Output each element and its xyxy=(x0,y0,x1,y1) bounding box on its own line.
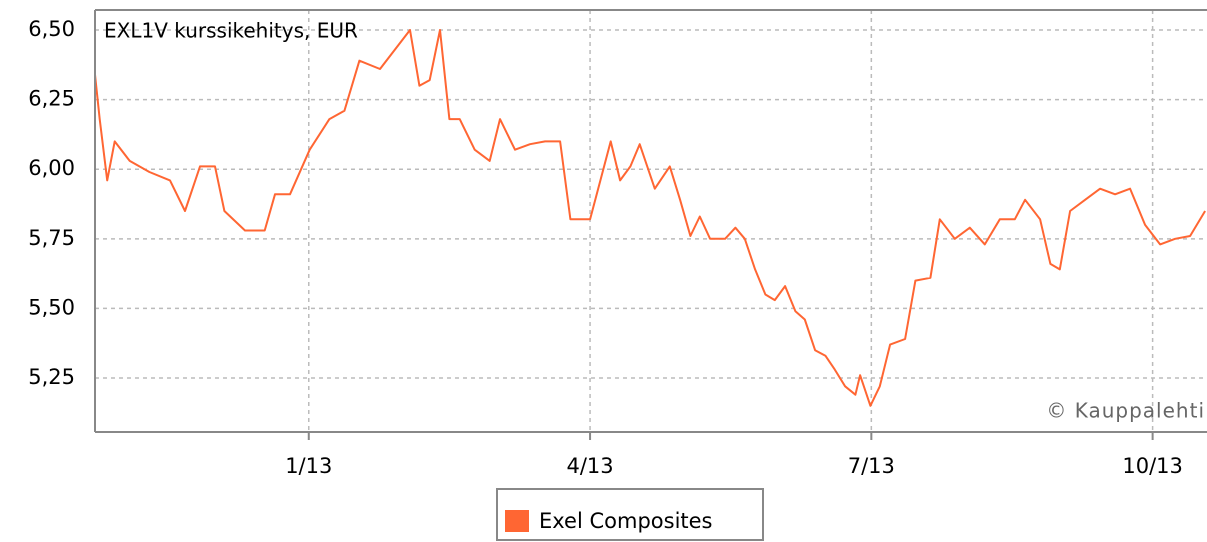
legend-box xyxy=(496,488,764,541)
grid-layer xyxy=(95,10,1207,432)
x-tick-label: 1/13 xyxy=(285,454,332,478)
legend-swatch xyxy=(505,510,529,532)
chart-title: EXL1V kurssikehitys, EUR xyxy=(104,19,358,43)
x-tick-label: 4/13 xyxy=(566,454,613,478)
y-tick-label: 5,75 xyxy=(28,226,75,250)
annotation: © Kauppalehti xyxy=(1046,399,1205,423)
line-layer xyxy=(94,29,1206,407)
legend-label: Exel Composites xyxy=(539,509,713,533)
price-line xyxy=(94,29,1206,407)
x-tick-label: 7/13 xyxy=(848,454,895,478)
y-tick-label: 5,25 xyxy=(28,365,75,389)
y-tick-label: 6,00 xyxy=(28,156,75,180)
y-tick-label: 6,50 xyxy=(28,17,75,41)
x-tick-label: 10/13 xyxy=(1122,454,1183,478)
y-tick-label: 6,25 xyxy=(28,87,75,111)
y-tick-label: 5,50 xyxy=(28,295,75,319)
